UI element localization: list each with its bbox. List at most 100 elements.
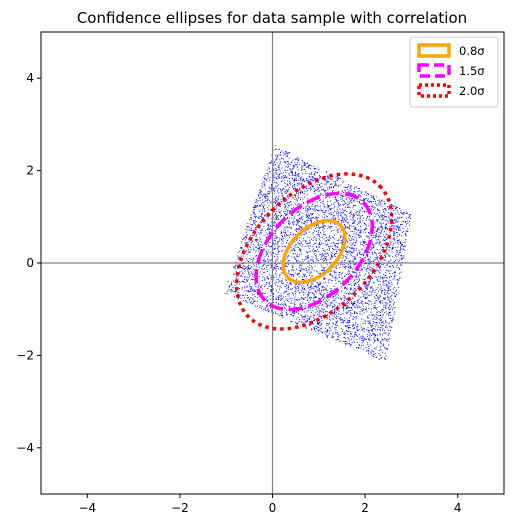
scatter-point (279, 280, 281, 283)
scatter-point (344, 226, 347, 228)
scatter-point (267, 225, 269, 227)
scatter-point (358, 202, 361, 204)
scatter-point (273, 276, 275, 279)
scatter-point (288, 180, 290, 182)
scatter-point (360, 335, 362, 337)
scatter-point (389, 304, 391, 306)
scatter-point (303, 202, 305, 204)
scatter-point (305, 314, 307, 316)
scatter-point (292, 166, 294, 168)
scatter-point (300, 253, 302, 255)
scatter-point (320, 243, 322, 246)
scatter-point (289, 302, 291, 304)
scatter-point (278, 288, 280, 290)
scatter-point (296, 185, 298, 187)
scatter-point (372, 313, 374, 316)
scatter-point (323, 292, 325, 294)
scatter-point (268, 303, 270, 305)
scatter-point (370, 287, 372, 289)
scatter-point (281, 298, 283, 301)
scatter-point (348, 293, 350, 295)
scatter-point (244, 267, 246, 270)
scatter-point (263, 277, 265, 279)
scatter-point (321, 323, 323, 325)
scatter-point (317, 298, 320, 300)
scatter-point (332, 190, 334, 192)
scatter-point (248, 219, 250, 221)
scatter-point (397, 278, 399, 280)
scatter-point (346, 326, 348, 328)
scatter-point (306, 320, 309, 322)
scatter-point (305, 327, 307, 329)
scatter-point (377, 340, 380, 342)
scatter-point (269, 281, 271, 283)
scatter-point (380, 201, 382, 203)
scatter-point (281, 238, 283, 240)
scatter-point (383, 332, 385, 334)
scatter-point (308, 323, 310, 325)
scatter-point (290, 320, 292, 322)
scatter-point (303, 181, 305, 183)
scatter-point (336, 208, 338, 210)
scatter-point (325, 299, 327, 301)
scatter-point (397, 287, 400, 289)
scatter-point (391, 281, 393, 283)
scatter-point (366, 317, 368, 319)
scatter-point (305, 320, 307, 322)
scatter-point (382, 234, 384, 236)
scatter-point (270, 221, 272, 223)
scatter-point (275, 205, 277, 207)
scatter-point (287, 185, 289, 187)
scatter-point (326, 292, 328, 294)
scatter-point (283, 188, 285, 190)
scatter-point (238, 291, 240, 293)
scatter-point (277, 216, 279, 218)
scatter-point (258, 245, 260, 247)
scatter-point (371, 277, 373, 279)
scatter-point (270, 209, 272, 211)
scatter-point (384, 329, 386, 331)
scatter-point (288, 186, 290, 189)
scatter-point (296, 261, 298, 263)
scatter-point (275, 237, 277, 239)
scatter-point (295, 244, 297, 246)
scatter-point (318, 288, 321, 290)
scatter-point (341, 260, 343, 262)
scatter-point (361, 302, 363, 304)
scatter-point (273, 222, 275, 224)
scatter-point (313, 288, 315, 290)
scatter-point (361, 203, 363, 205)
scatter-point (261, 228, 263, 230)
scatter-point (326, 336, 329, 338)
scatter-point (321, 223, 323, 225)
scatter-point (292, 223, 294, 225)
scatter-point (233, 267, 235, 269)
scatter-point (303, 269, 305, 271)
scatter-point (324, 333, 326, 335)
scatter-point (283, 226, 285, 228)
scatter-point (317, 329, 319, 331)
scatter-point (340, 196, 342, 198)
scatter-point (266, 277, 268, 279)
scatter-point (272, 288, 275, 290)
scatter-point (293, 313, 296, 315)
scatter-point (308, 180, 310, 182)
scatter-point (332, 297, 334, 299)
scatter-point (383, 216, 385, 218)
scatter-point (334, 205, 336, 207)
scatter-point (289, 226, 291, 228)
scatter-point (264, 193, 266, 195)
scatter-point (368, 320, 370, 322)
scatter-point (349, 187, 351, 189)
scatter-point (367, 352, 370, 354)
scatter-point (290, 289, 292, 291)
scatter-point (296, 199, 298, 201)
scatter-point (363, 217, 365, 219)
scatter-point (267, 198, 270, 200)
scatter-point (322, 249, 325, 251)
scatter-point (360, 229, 362, 231)
scatter-point (287, 169, 289, 171)
scatter-point (383, 328, 385, 330)
scatter-point (380, 286, 382, 288)
scatter-point (270, 245, 273, 247)
